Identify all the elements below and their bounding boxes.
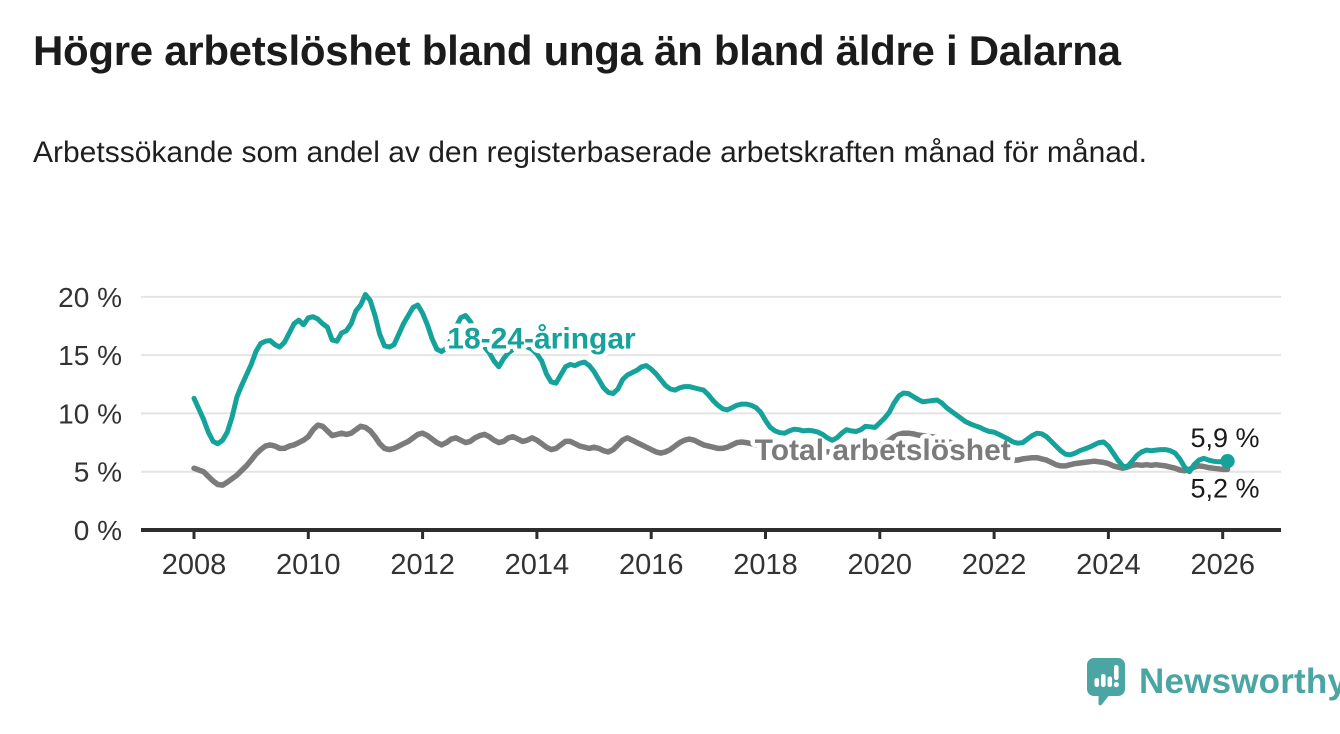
x-axis-tick-label: 2018 [733, 549, 798, 581]
x-axis-tick-label: 2016 [619, 549, 684, 581]
x-axis-tick-label: 2014 [505, 549, 570, 581]
series-label-total: Total arbetslöshet [755, 434, 1011, 467]
y-axis-tick-label: 10 % [58, 398, 122, 429]
newsworthy-logo-icon [1087, 658, 1125, 706]
x-axis-tick-label: 2026 [1190, 549, 1255, 581]
page-title: Högre arbetslöshet bland unga än bland ä… [33, 27, 1121, 74]
y-axis-tick-label: 5 % [74, 457, 122, 488]
series-label-youth: 18-24-åringar [447, 323, 636, 356]
newsworthy-logo: Newsworthy [1086, 657, 1340, 707]
chart-subtitle: Arbetssökande som andel av den registerb… [33, 136, 1147, 169]
y-axis-tick-label: 0 % [74, 515, 122, 546]
series-line-youth [191, 292, 1230, 475]
series-line-total [191, 422, 1231, 488]
end-value-label-total: 5,2 % [1190, 473, 1259, 503]
series-end-dot-youth [1220, 454, 1235, 469]
x-axis-tick-label: 2012 [390, 549, 455, 581]
x-axis-tick-label: 2024 [1076, 549, 1141, 581]
newsworthy-wordmark: Newsworthy [1139, 662, 1340, 701]
y-axis-tick-label: 15 % [58, 340, 122, 371]
x-axis-tick-label: 2022 [962, 549, 1027, 581]
y-axis-tick-label: 20 % [58, 282, 122, 313]
x-axis-tick-label: 2020 [848, 549, 913, 581]
end-value-label-youth: 5,9 % [1190, 423, 1259, 453]
x-axis-tick-label: 2008 [162, 549, 227, 581]
x-axis-tick-label: 2010 [276, 549, 341, 581]
